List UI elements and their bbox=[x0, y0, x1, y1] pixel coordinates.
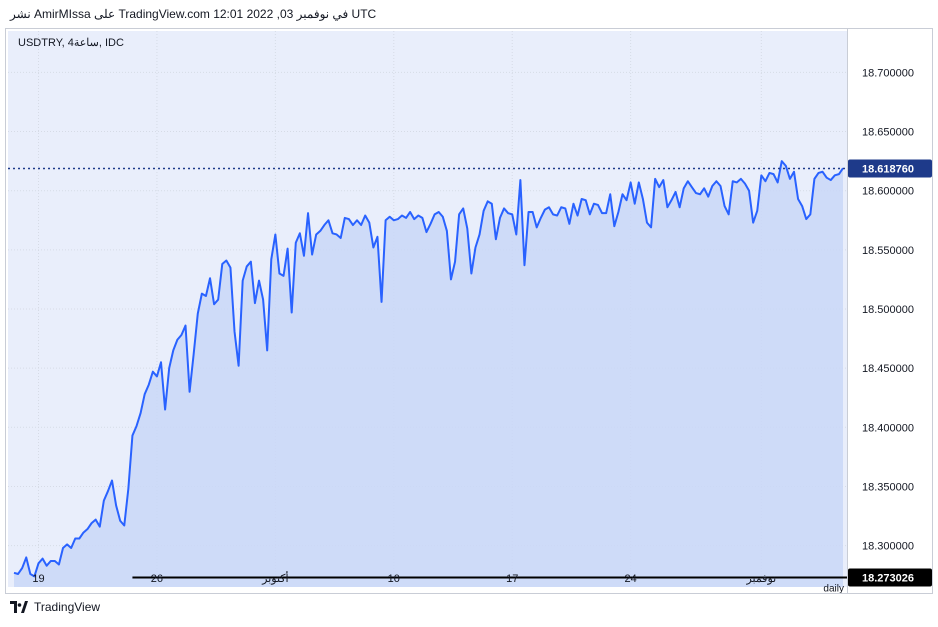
symbol-label: USDTRY, 4ساعة, IDC bbox=[18, 37, 124, 49]
level-price-tag: 18.273026 bbox=[862, 573, 914, 585]
level-timeframe-label: daily bbox=[823, 584, 844, 593]
y-tick-label: 18.650000 bbox=[862, 127, 914, 139]
current-price-tag: 18.618760 bbox=[862, 164, 914, 176]
x-tick-label: أكتوبر bbox=[261, 571, 288, 585]
footer-brand-label: TradingView bbox=[34, 600, 101, 614]
y-axis[interactable]: 18.700000 18.650000 18.600000 18.550000 18.5… bbox=[862, 67, 914, 552]
y-tick-label: 18.600000 bbox=[862, 186, 914, 198]
publish-info: نشر AmirMIssa على TradingView.com في نوف… bbox=[10, 7, 377, 21]
level-price-tag-bg bbox=[848, 568, 932, 587]
chart-panel[interactable]: 18.700000 18.650000 18.600000 18.550000 18.5… bbox=[5, 28, 933, 594]
y-tick-label: 18.500000 bbox=[862, 304, 914, 316]
x-tick-label: 17 bbox=[506, 573, 518, 585]
x-tick-label: نوفمبر bbox=[745, 573, 776, 585]
price-line bbox=[13, 160, 844, 578]
footer-brand[interactable]: TradingView bbox=[10, 600, 100, 614]
x-tick-label: 10 bbox=[388, 573, 400, 585]
x-tick-label: 24 bbox=[625, 573, 637, 585]
y-tick-label: 18.400000 bbox=[862, 422, 914, 434]
y-tick-label: 18.550000 bbox=[862, 245, 914, 257]
y-tick-label: 18.350000 bbox=[862, 481, 914, 493]
y-tick-label: 18.700000 bbox=[862, 67, 914, 79]
current-price-tag-bg bbox=[848, 159, 932, 178]
x-tick-label: 26 bbox=[151, 573, 163, 585]
tradingview-logo-icon bbox=[10, 601, 28, 613]
x-tick-label: 19 bbox=[32, 573, 44, 585]
price-chart[interactable]: 18.700000 18.650000 18.600000 18.550000 18.5… bbox=[6, 29, 932, 593]
price-area bbox=[14, 161, 843, 587]
y-tick-label: 18.450000 bbox=[862, 363, 914, 375]
x-axis[interactable]: 19 26 أكتوبر 10 17 24 نوفمبر bbox=[32, 571, 776, 585]
y-tick-label: 18.300000 bbox=[862, 541, 914, 553]
